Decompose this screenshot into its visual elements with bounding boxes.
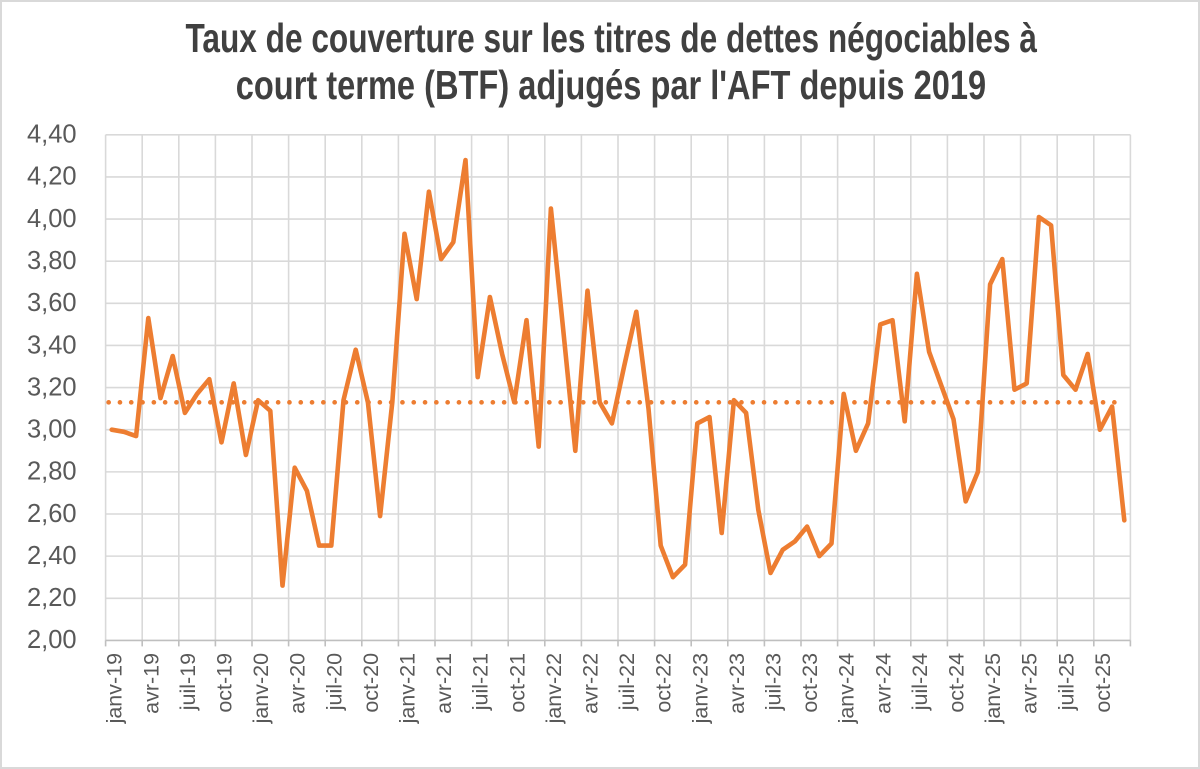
y-tick-label: 4,40 bbox=[27, 121, 77, 149]
y-tick-label: 3,80 bbox=[27, 247, 77, 275]
x-tick-label: avr-20 bbox=[286, 653, 310, 714]
x-tick-label: janv-23 bbox=[688, 653, 712, 725]
chart-title-line: court terme (BTF) adjugés par l'AFT depu… bbox=[235, 62, 987, 108]
x-tick-label: avr-21 bbox=[432, 653, 456, 714]
x-tick-label: juil-23 bbox=[762, 653, 786, 711]
y-tick-label: 2,60 bbox=[27, 500, 77, 528]
x-tick-label: janv-25 bbox=[981, 653, 1005, 725]
data-series-line bbox=[109, 157, 1127, 588]
y-tick-label: 2,40 bbox=[27, 542, 77, 570]
y-tick-label: 2,80 bbox=[27, 458, 77, 486]
y-tick-label: 4,20 bbox=[27, 163, 77, 191]
x-tick-label: janv-22 bbox=[542, 653, 566, 725]
y-tick-label: 4,00 bbox=[27, 205, 77, 233]
y-tick-label: 2,20 bbox=[27, 584, 77, 612]
x-tick-label: juil-24 bbox=[908, 653, 932, 711]
x-tick-label: avr-22 bbox=[579, 653, 603, 714]
x-tick-label: janv-24 bbox=[835, 653, 859, 725]
x-tick-label: avr-23 bbox=[725, 653, 749, 714]
x-tick-label: avr-25 bbox=[1018, 653, 1042, 714]
x-tick-label: juil-25 bbox=[1054, 653, 1078, 711]
x-tick-label: oct-24 bbox=[945, 653, 969, 713]
y-tick-label: 3,20 bbox=[27, 373, 77, 401]
x-tick-label: avr-24 bbox=[871, 653, 895, 714]
y-tick-label: 2,00 bbox=[27, 626, 77, 654]
x-tick-label: juil-21 bbox=[469, 653, 493, 711]
x-tick-label: janv-19 bbox=[103, 653, 127, 725]
y-tick-label: 3,60 bbox=[27, 289, 77, 317]
x-tick-label: oct-22 bbox=[652, 653, 676, 713]
x-tick-label: juil-20 bbox=[322, 653, 346, 711]
y-tick-label: 3,40 bbox=[27, 331, 77, 359]
chart-title: Taux de couverture sur les titres de det… bbox=[13, 15, 1198, 109]
x-tick-label: oct-23 bbox=[798, 653, 822, 713]
x-tick-label: oct-19 bbox=[213, 653, 237, 713]
x-tick-label: janv-21 bbox=[396, 653, 420, 725]
y-tick-label: 3,00 bbox=[27, 416, 77, 444]
chart-title-line: Taux de couverture sur les titres de det… bbox=[185, 15, 1037, 61]
x-tick-label: janv-20 bbox=[249, 653, 273, 725]
x-tick-label: juil-19 bbox=[176, 653, 200, 711]
x-tick-label: oct-25 bbox=[1091, 653, 1115, 713]
x-tick-label: oct-20 bbox=[359, 653, 383, 713]
x-tick-label: oct-21 bbox=[505, 653, 529, 713]
x-tick-label: juil-22 bbox=[615, 653, 639, 711]
x-tick-label: avr-19 bbox=[139, 653, 163, 714]
